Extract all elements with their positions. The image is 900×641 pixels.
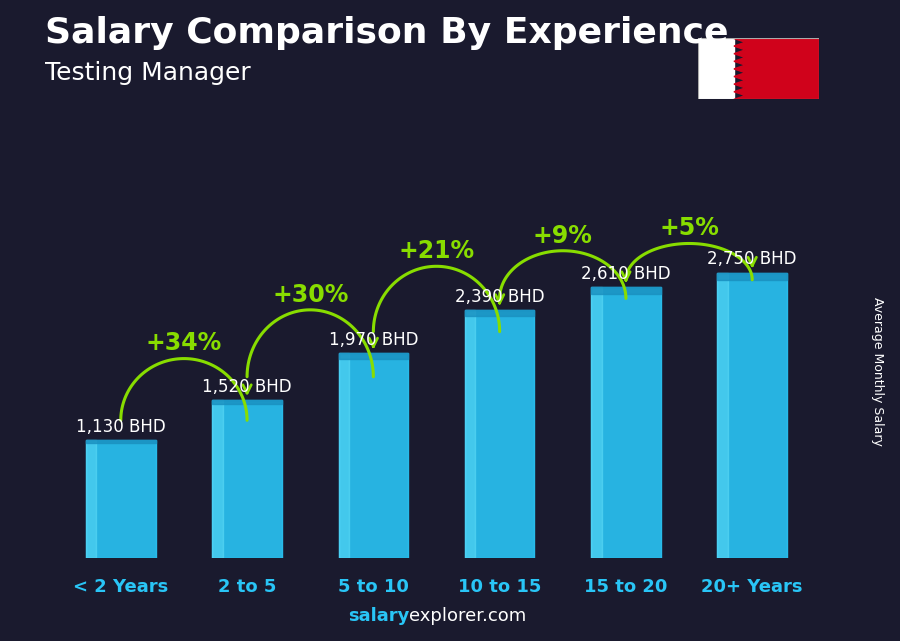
Text: 2,390 BHD: 2,390 BHD (454, 288, 544, 306)
Text: 10 to 15: 10 to 15 (458, 578, 541, 596)
Bar (465, 310, 535, 316)
Bar (338, 353, 349, 558)
Polygon shape (734, 38, 819, 99)
Text: 15 to 20: 15 to 20 (584, 578, 668, 596)
Text: +30%: +30% (272, 283, 348, 307)
Text: 20+ Years: 20+ Years (701, 578, 803, 596)
Text: 2,610 BHD: 2,610 BHD (581, 265, 670, 283)
Bar (717, 272, 787, 558)
Bar (86, 440, 156, 558)
Text: 5 to 10: 5 to 10 (338, 578, 409, 596)
Text: salary: salary (348, 607, 410, 625)
Bar (465, 310, 475, 558)
Text: 2,750 BHD: 2,750 BHD (707, 251, 797, 269)
Bar (212, 400, 282, 558)
Bar (212, 400, 282, 404)
Bar (465, 310, 535, 558)
Bar (591, 287, 661, 294)
Text: 1,520 BHD: 1,520 BHD (202, 378, 292, 396)
Bar (591, 287, 601, 558)
Bar (338, 353, 408, 558)
Text: Testing Manager: Testing Manager (45, 61, 251, 85)
Text: 1,130 BHD: 1,130 BHD (76, 419, 166, 437)
Bar (717, 272, 728, 558)
Text: +5%: +5% (659, 217, 719, 240)
Bar (717, 272, 787, 279)
Text: explorer.com: explorer.com (410, 607, 526, 625)
Bar (212, 400, 223, 558)
Text: Average Monthly Salary: Average Monthly Salary (871, 297, 884, 446)
Text: Salary Comparison By Experience: Salary Comparison By Experience (45, 16, 728, 50)
Bar (86, 440, 96, 558)
Bar (591, 287, 661, 558)
Text: 1,970 BHD: 1,970 BHD (328, 331, 418, 349)
Text: +21%: +21% (399, 239, 474, 263)
Bar (86, 440, 156, 444)
Bar (338, 353, 408, 358)
Text: +9%: +9% (533, 224, 593, 247)
Bar (698, 38, 734, 99)
Text: < 2 Years: < 2 Years (73, 578, 168, 596)
Text: +34%: +34% (146, 331, 222, 356)
Text: 2 to 5: 2 to 5 (218, 578, 276, 596)
